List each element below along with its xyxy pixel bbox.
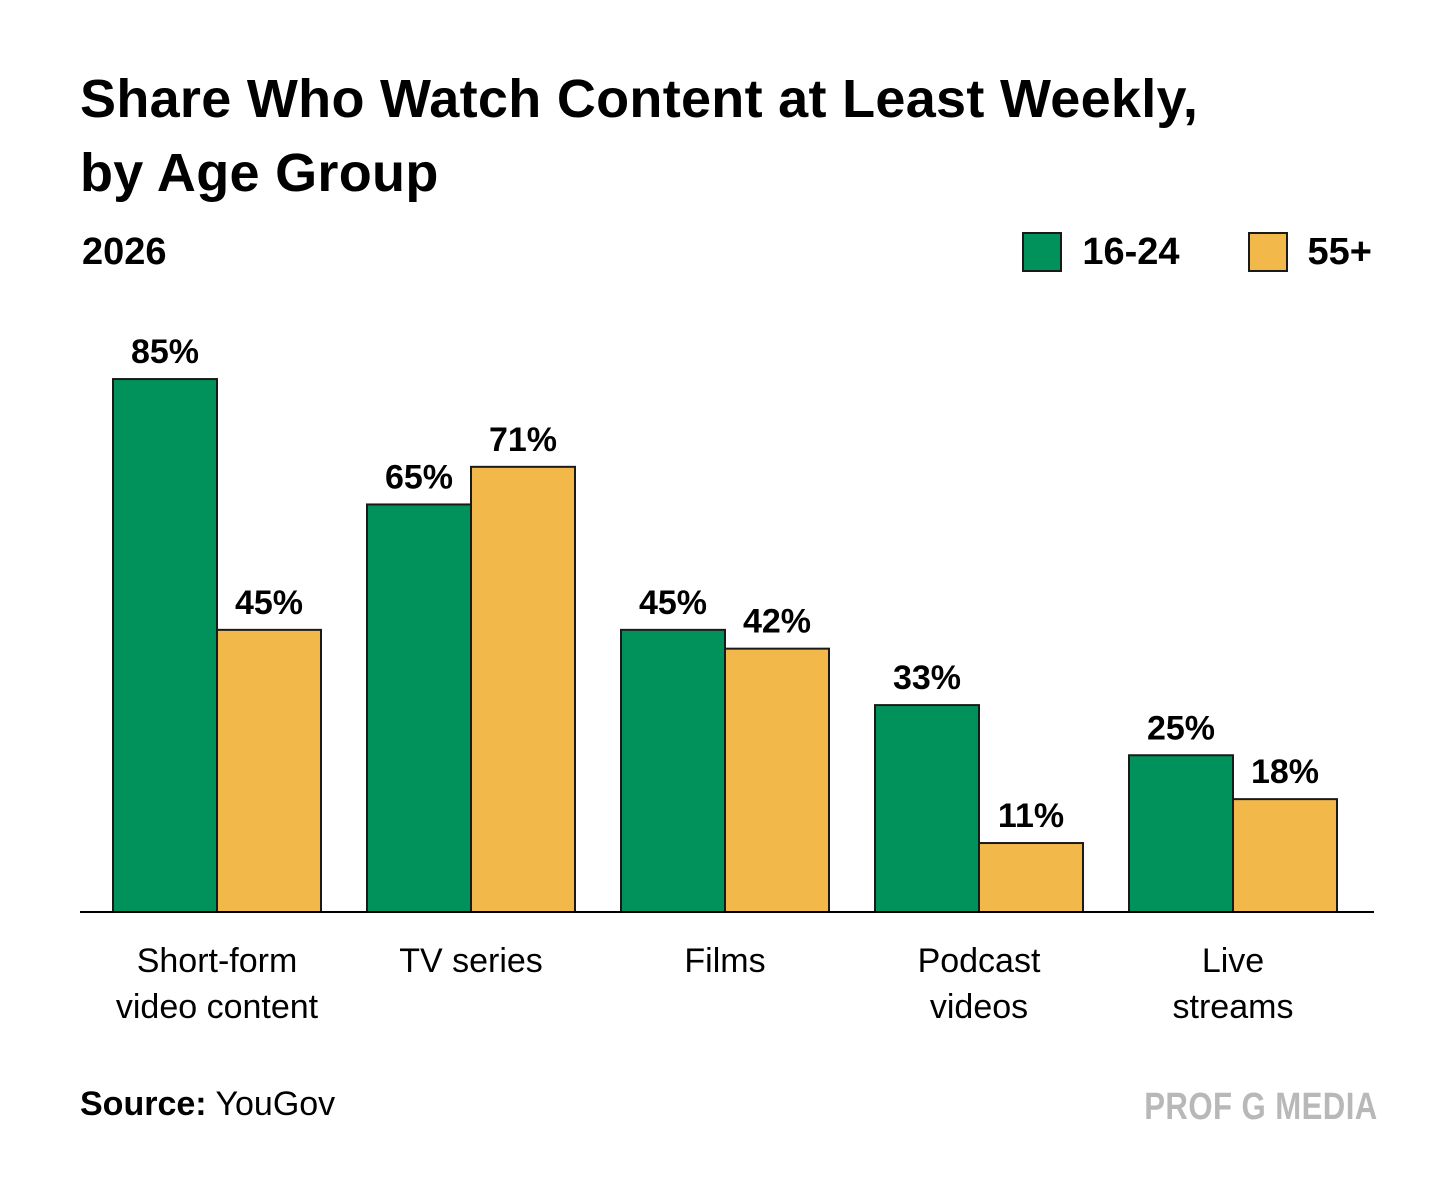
bar-55-plus-4	[1232, 798, 1338, 914]
data-label: 11%	[998, 797, 1064, 835]
data-label: 85%	[131, 333, 199, 371]
source-value: YouGov	[215, 1085, 336, 1123]
bar-16-24-2	[620, 628, 726, 913]
category-label: video content	[116, 988, 319, 1026]
brand-logo: PROF G MEDIA	[1144, 1086, 1378, 1128]
data-label: 71%	[489, 421, 557, 459]
legend-item-55-plus: 55+	[1247, 228, 1372, 276]
category-label: videos	[930, 988, 1028, 1026]
bar-16-24-0	[112, 378, 218, 913]
bar-16-24-1	[366, 503, 472, 913]
data-label: 45%	[235, 584, 303, 622]
source-note: Source: YouGov	[80, 1082, 335, 1126]
bar-16-24-3	[874, 704, 980, 914]
category-label: TV series	[399, 942, 543, 980]
bar-55-plus-1	[470, 465, 576, 913]
data-label: 65%	[385, 458, 453, 496]
category-label: Podcast	[918, 942, 1041, 980]
legend-label-55-plus: 55+	[1307, 231, 1372, 273]
bar-55-plus-0	[216, 628, 322, 913]
data-label: 45%	[639, 584, 707, 622]
chart-subtitle: 2026	[82, 231, 167, 273]
legend-label-16-24: 16-24	[1082, 231, 1180, 273]
legend-swatch-16-24	[1022, 232, 1063, 272]
data-label: 42%	[743, 603, 811, 641]
bar-55-plus-2	[724, 647, 830, 913]
category-label: Films	[684, 942, 765, 980]
category-label: streams	[1173, 988, 1294, 1026]
bar-16-24-4	[1128, 754, 1234, 913]
chart-title: Share Who Watch Content at Least Weekly,…	[80, 62, 1380, 210]
bar-55-plus-3	[978, 842, 1084, 914]
chart-title-line-1: Share Who Watch Content at Least Weekly,	[80, 69, 1199, 129]
data-label: 25%	[1147, 709, 1215, 747]
legend: 16-24 55+	[1022, 228, 1372, 276]
chart-title-line-2: by Age Group	[80, 143, 439, 203]
legend-item-16-24: 16-24	[1022, 228, 1180, 276]
legend-swatch-55-plus	[1247, 232, 1288, 272]
data-label: 18%	[1251, 753, 1319, 791]
data-label: 33%	[893, 659, 961, 697]
category-label: Short-form	[137, 942, 298, 980]
source-label: Source:	[80, 1085, 207, 1123]
category-label: Live	[1202, 942, 1264, 980]
